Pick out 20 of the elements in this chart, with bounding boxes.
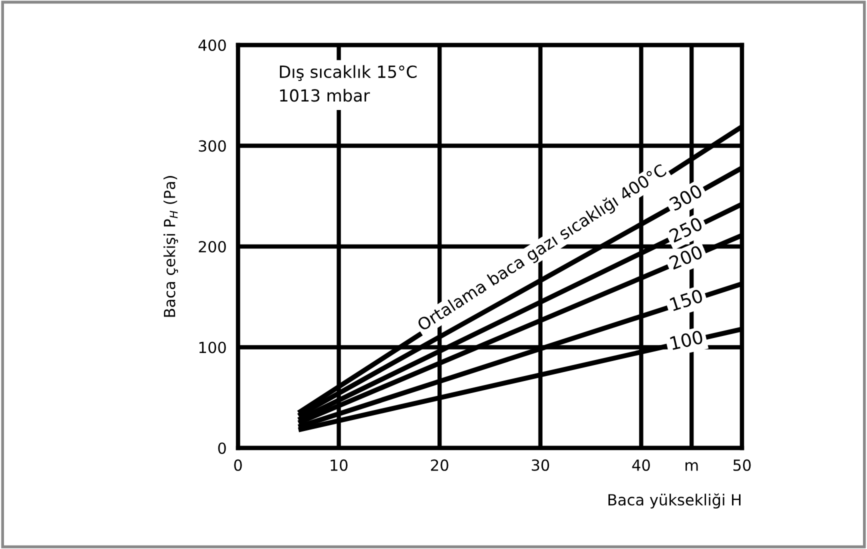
text: 150 [669, 288, 704, 312]
y-axis-title: Baca çekişi P$_{H}$ (Pa) [163, 176, 178, 317]
annotation: Dış sıcaklık 15°C 1013 mbar [280, 65, 417, 102]
y-tick-label: 300 [198, 140, 226, 152]
text: 100 [670, 330, 704, 350]
x-tick-label: 0 [234, 459, 242, 471]
text: 200 [668, 244, 704, 270]
x-tick-label: 10 [330, 459, 348, 471]
x-tick-label: 40 [632, 459, 650, 471]
y-tick-label: 0 [218, 442, 226, 454]
y-tick-label: 100 [199, 342, 226, 354]
text: 300 [668, 184, 704, 212]
y-tick-label: 400 [198, 39, 226, 52]
x-tick-label: m [686, 462, 698, 471]
x-tick-label: 30 [532, 459, 550, 471]
y-tick-label: 200 [198, 240, 226, 253]
x-axis-title: Baca yüksekliği H [608, 493, 740, 509]
text: 250 [668, 216, 704, 243]
x-tick-label: 20 [431, 459, 448, 471]
x-tick-label: 50 [733, 459, 751, 471]
